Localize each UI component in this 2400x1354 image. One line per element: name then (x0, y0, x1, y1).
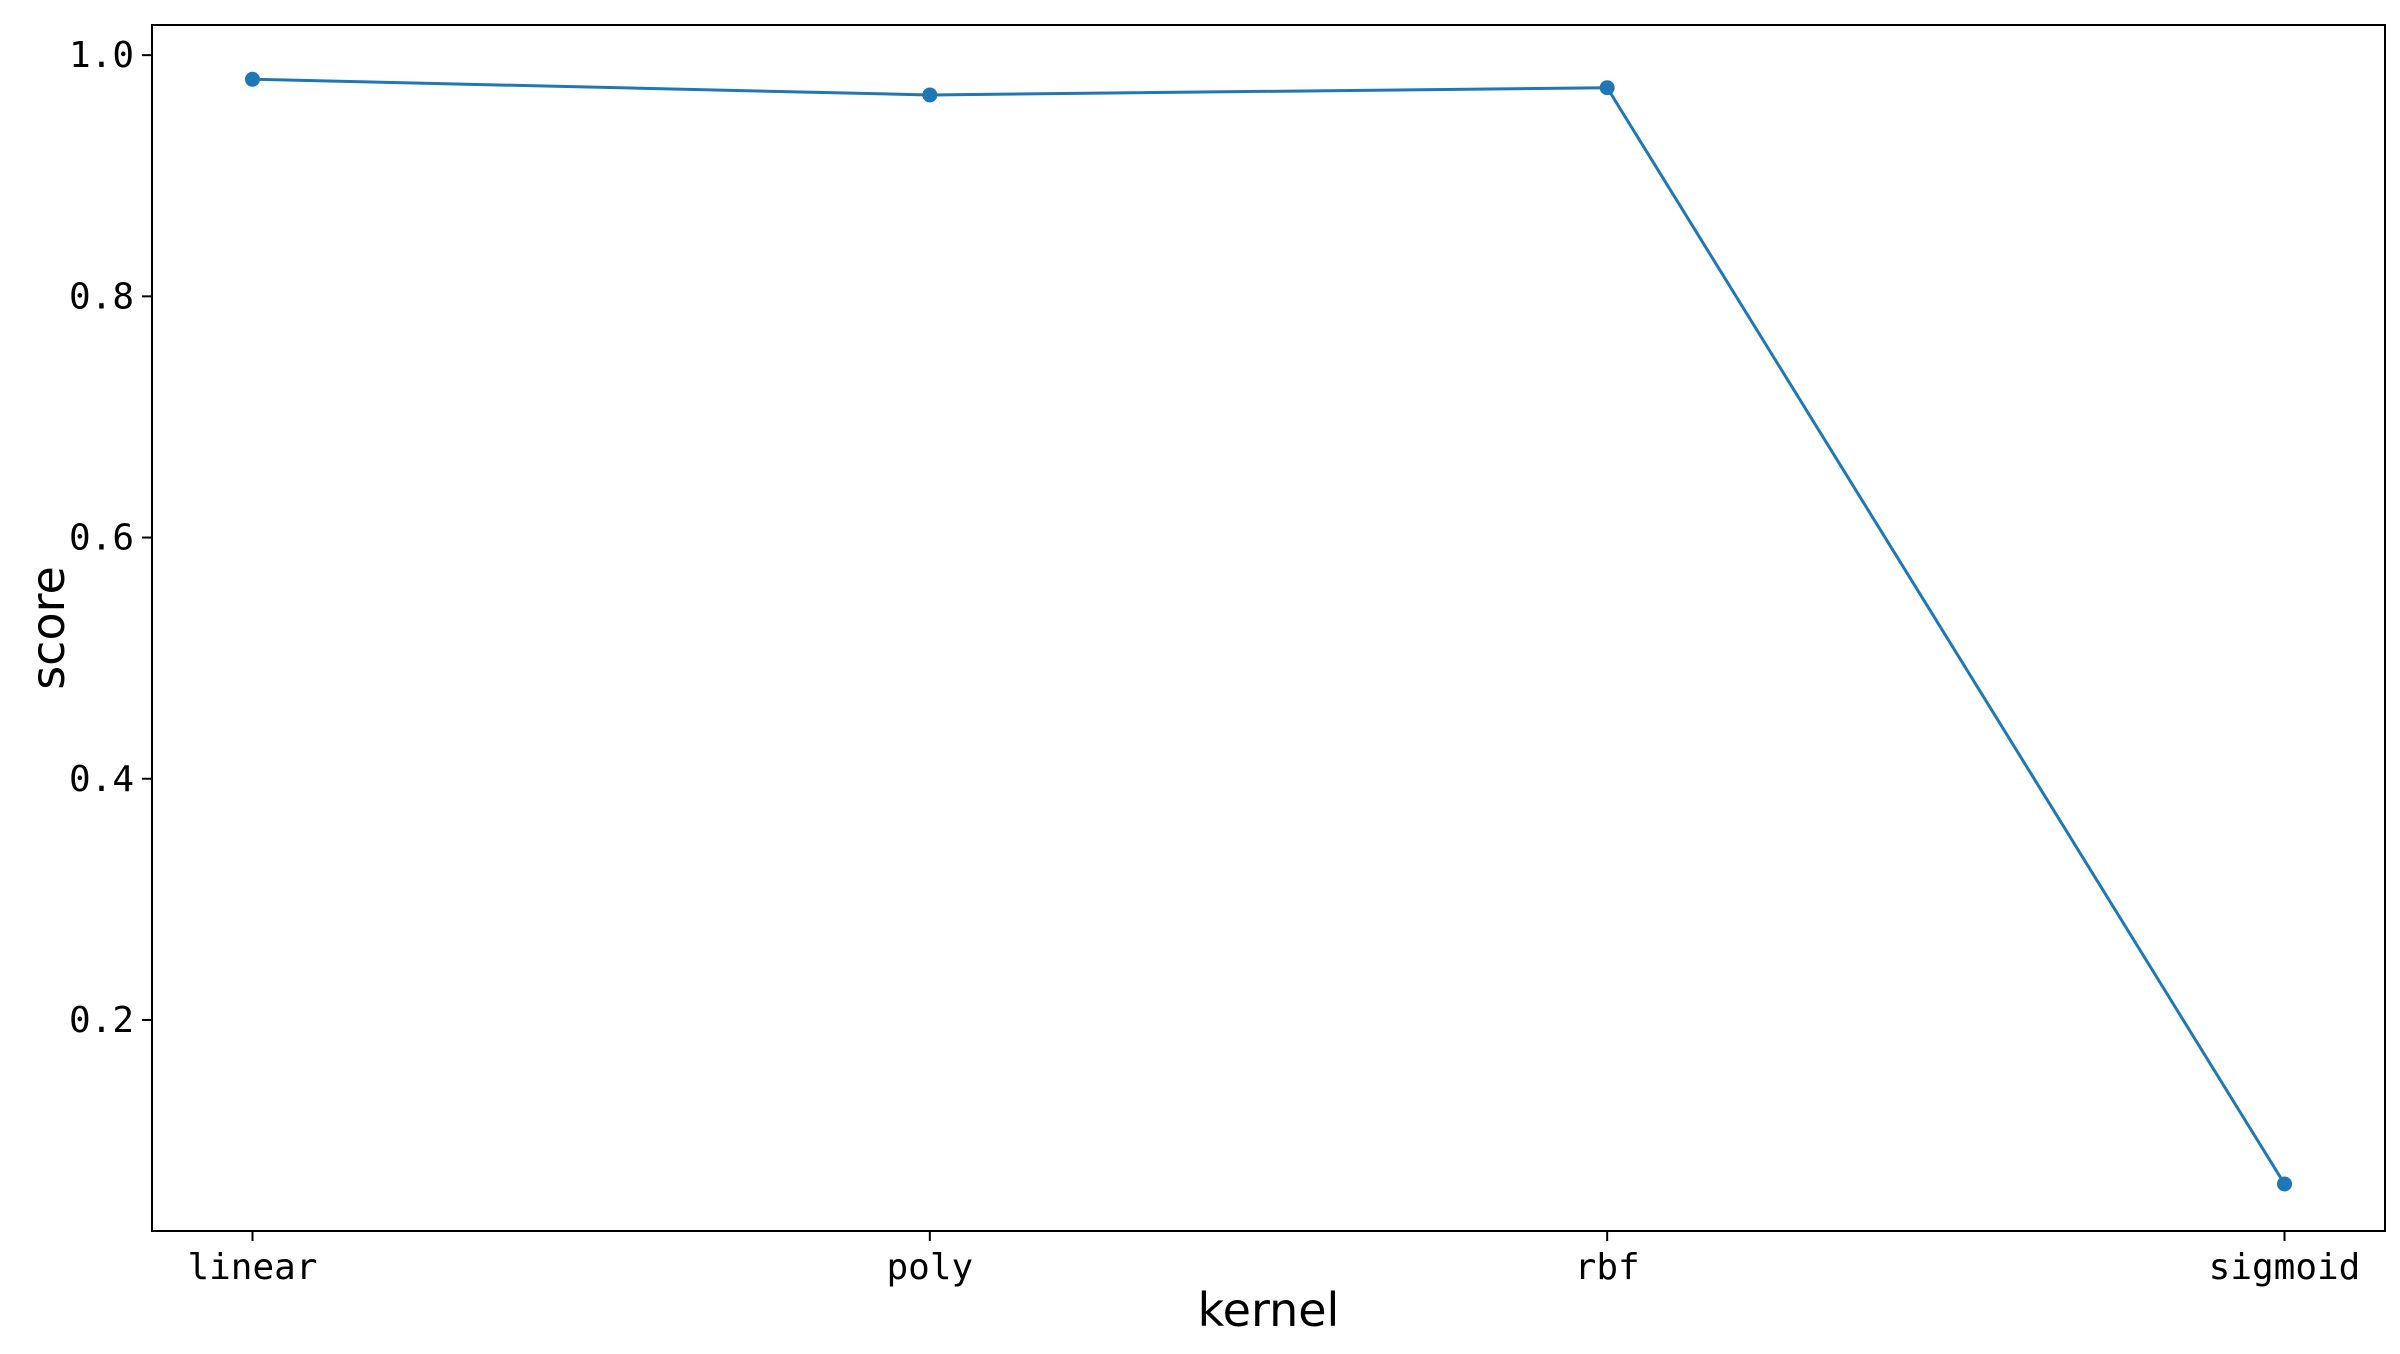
x-tick-label: poly (886, 1247, 973, 1288)
y-axis-label: score (21, 566, 75, 690)
x-tick-label: sigmoid (2209, 1247, 2361, 1288)
plot-area-border (151, 24, 2386, 1232)
x-axis-ticks: linear poly rbf sigmoid (187, 1231, 2360, 1288)
series-line (252, 77, 2286, 1185)
y-tick-label: 0.4 (69, 759, 134, 800)
data-point (244, 71, 260, 87)
x-tick-label: linear (187, 1247, 317, 1288)
series-group (244, 71, 2293, 1192)
plot-frame (151, 24, 2386, 1232)
y-tick-label: 0.2 (69, 1000, 134, 1041)
y-tick-label: 1.0 (69, 35, 134, 76)
y-axis-ticks: 0.2 0.4 0.6 0.8 1.0 (69, 35, 152, 1041)
y-tick-label: 0.8 (69, 276, 134, 317)
data-point (922, 87, 938, 103)
x-axis-label: kernel (1198, 1283, 1340, 1337)
data-point (2277, 1176, 2293, 1192)
data-point (1599, 80, 1615, 96)
y-tick-label: 0.6 (69, 518, 134, 559)
x-tick-label: rbf (1575, 1247, 1640, 1288)
